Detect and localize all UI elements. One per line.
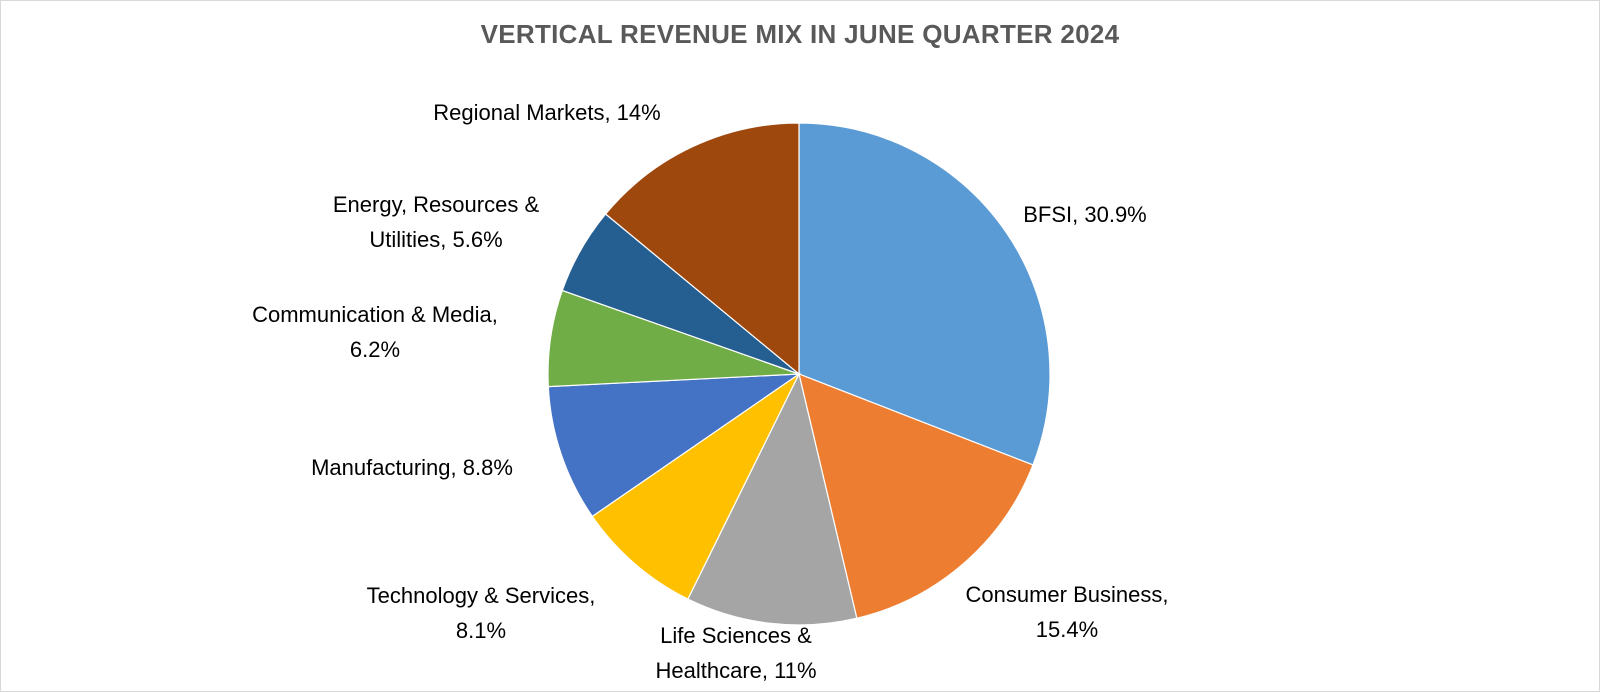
data-label-line: 6.2% (350, 337, 400, 362)
data-label-line: 8.1% (456, 618, 506, 643)
pie-slice-bfsi[interactable] (798, 122, 1051, 466)
data-label-communication-media: Communication & Media, 6.2% (252, 302, 498, 362)
data-label-bfsi: BFSI, 30.9% (1023, 202, 1147, 227)
data-label-line: Regional Markets, 14% (433, 100, 660, 125)
chart-title: VERTICAL REVENUE MIX IN JUNE QUARTER 202… (480, 19, 1120, 49)
data-label-life-sciences-healthcare: Life Sciences & Healthcare, 11% (655, 623, 816, 683)
data-label-line: 15.4% (1036, 617, 1098, 642)
data-label-regional-markets: Regional Markets, 14% (433, 100, 660, 125)
data-label-line: Manufacturing, 8.8% (311, 455, 513, 480)
pie-slice-consumer-business[interactable] (798, 373, 1034, 619)
data-label-line: Communication & Media, (252, 302, 498, 327)
data-label-energy-resources-utilities: Energy, Resources & Utilities, 5.6% (333, 192, 540, 252)
pie-slice-technology-services[interactable] (591, 372, 801, 600)
pie-slice-regional-markets[interactable] (604, 122, 800, 376)
pie-slice-manufacturing[interactable] (547, 373, 802, 518)
data-label-manufacturing: Manufacturing, 8.8% (311, 455, 513, 480)
data-label-line: Life Sciences & (660, 623, 812, 648)
data-label-technology-services: Technology & Services, 8.1% (367, 583, 596, 643)
data-label-line: Energy, Resources & (333, 192, 540, 217)
data-label-line: BFSI, 30.9% (1023, 202, 1147, 227)
data-label-line: Consumer Business, (966, 582, 1169, 607)
data-label-line: Utilities, 5.6% (369, 227, 502, 252)
data-label-line: Technology & Services, (367, 583, 596, 608)
data-label-consumer-business: Consumer Business, 15.4% (966, 582, 1169, 642)
data-label-line: Healthcare, 11% (655, 658, 816, 683)
pie-slice-life-sciences-healthcare[interactable] (687, 372, 858, 626)
